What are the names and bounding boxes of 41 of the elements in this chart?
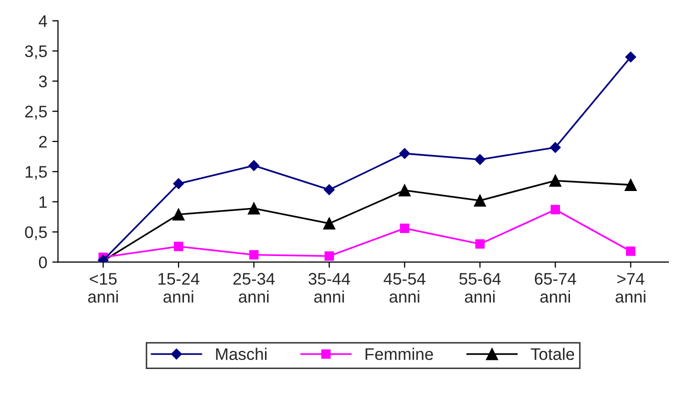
point — [398, 184, 411, 196]
point — [550, 142, 561, 153]
point — [174, 242, 184, 252]
y-tick-label: 2 — [39, 136, 47, 148]
point — [550, 204, 560, 214]
point — [475, 239, 485, 249]
x-tick-label: 45-54 anni — [384, 273, 426, 303]
point — [249, 250, 259, 260]
y-tick-label: 0,5 — [25, 226, 47, 240]
y-tick-label: 1,5 — [26, 166, 47, 180]
point — [474, 194, 486, 207]
y-tick-label: 3,5 — [25, 45, 47, 60]
x-tick-label: 25-34 anni — [233, 272, 275, 303]
point — [173, 178, 184, 190]
x-tick-label: 35-44 anni — [308, 272, 350, 303]
x-tick-label: >74 anni — [616, 273, 646, 303]
y-tick-label: 1 — [40, 196, 47, 208]
point — [624, 178, 637, 191]
y-tick-label: 3 — [38, 76, 47, 88]
point — [248, 160, 260, 171]
legend-label: Maschi — [216, 348, 266, 360]
point — [324, 251, 334, 261]
legend-label: Totale — [530, 348, 574, 360]
point — [399, 148, 410, 159]
x-tick-label: 15-24 anni — [158, 272, 200, 303]
legend-label: Femmine — [366, 348, 433, 360]
point — [474, 154, 486, 165]
point — [248, 202, 260, 214]
point — [625, 52, 636, 62]
point — [626, 246, 636, 256]
y-tick-label: 4 — [38, 15, 48, 27]
y-tick-label: 2,5 — [25, 106, 47, 120]
x-tick-label: <15 anni — [88, 273, 118, 303]
x-tick-label: 55-64 anni — [459, 272, 501, 303]
x-tick-label: 65-74 anni — [534, 272, 576, 303]
point — [172, 208, 185, 221]
point — [549, 174, 562, 187]
y-tick-label: 0 — [38, 256, 47, 268]
point — [323, 217, 336, 230]
point — [324, 184, 335, 196]
point — [400, 224, 410, 233]
